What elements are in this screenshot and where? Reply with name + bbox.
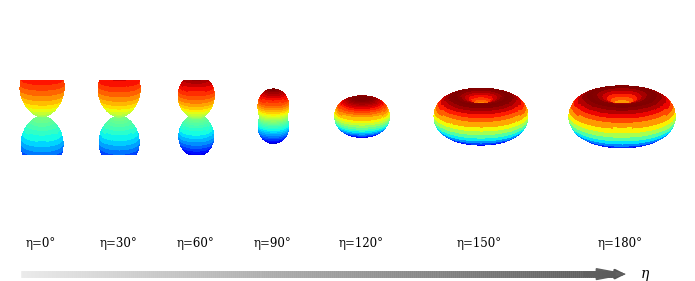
Text: η=150°: η=150°: [457, 237, 502, 250]
FancyArrow shape: [584, 269, 625, 280]
Text: η=120°: η=120°: [338, 237, 383, 250]
Text: η=180°: η=180°: [598, 237, 643, 250]
Text: η=90°: η=90°: [254, 237, 291, 250]
Text: η=30°: η=30°: [99, 237, 137, 250]
Text: η: η: [641, 267, 649, 281]
Text: η=60°: η=60°: [177, 237, 214, 250]
Text: η=0°: η=0°: [26, 237, 56, 250]
